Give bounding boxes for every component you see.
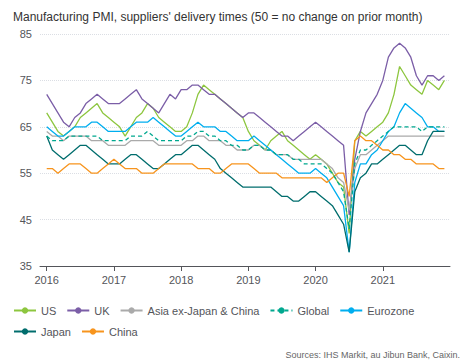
svg-text:Eurozone: Eurozone: [367, 305, 414, 317]
svg-text:45: 45: [20, 214, 32, 226]
svg-text:2020: 2020: [303, 274, 327, 286]
svg-text:2019: 2019: [236, 274, 260, 286]
svg-text:2017: 2017: [102, 274, 126, 286]
svg-text:UK: UK: [94, 305, 110, 317]
svg-text:US: US: [41, 305, 56, 317]
svg-text:Manufacturing PMI, suppliers': Manufacturing PMI, suppliers' delivery t…: [13, 10, 423, 24]
svg-text:Global: Global: [297, 305, 329, 317]
svg-text:China: China: [109, 326, 139, 338]
svg-text:Sources: IHS Markit, au Jibun: Sources: IHS Markit, au Jibun Bank, Caix…: [285, 350, 460, 360]
svg-text:75: 75: [20, 74, 32, 86]
svg-text:55: 55: [20, 167, 32, 179]
svg-text:2018: 2018: [169, 274, 193, 286]
svg-text:Asia ex-Japan & China: Asia ex-Japan & China: [148, 305, 261, 317]
svg-text:Japan: Japan: [41, 326, 71, 338]
svg-text:35: 35: [20, 260, 32, 272]
svg-text:2021: 2021: [371, 274, 395, 286]
svg-text:85: 85: [20, 28, 32, 40]
svg-text:2016: 2016: [34, 274, 58, 286]
svg-text:65: 65: [20, 121, 32, 133]
